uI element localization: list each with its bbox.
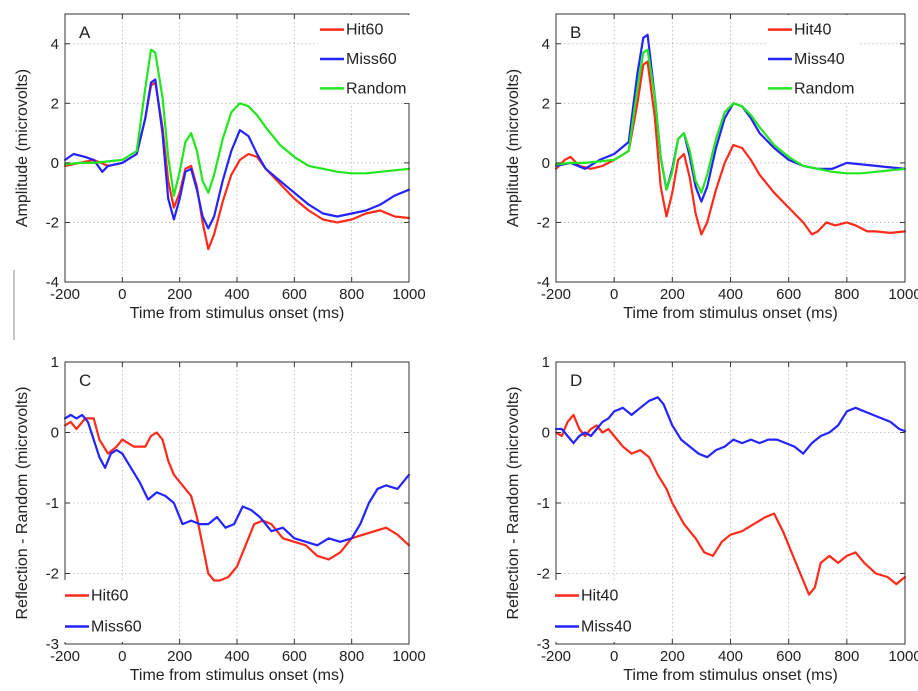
y-tick-label: -4 (46, 274, 59, 291)
y-tick-label: 0 (51, 425, 59, 442)
x-tick-label: -200 (541, 286, 571, 303)
y-tick-label: -4 (537, 274, 550, 291)
x-tick-label: 1000 (888, 286, 918, 303)
y-tick-label: -2 (46, 214, 59, 231)
x-tick-label: 400 (718, 648, 743, 665)
x-tick-label: 1000 (392, 286, 425, 303)
x-tick-label: 800 (339, 648, 364, 665)
legend: Hit60 Miss60 (63, 580, 167, 642)
x-tick-label: 0 (118, 648, 126, 665)
series-line-hit40 (554, 413, 907, 596)
x-tick-label: 600 (282, 648, 307, 665)
panel-letter: B (570, 23, 581, 42)
panel-letter: D (570, 371, 582, 390)
x-axis-label: Time from stimulus onset (ms) (130, 305, 345, 322)
x-axis-label: Time from stimulus onset (ms) (623, 667, 838, 684)
y-tick-label: 2 (542, 95, 550, 112)
y-tick-label: -1 (46, 495, 59, 512)
series-line-miss40 (554, 396, 907, 459)
y-tick-label: -2 (46, 566, 59, 583)
y-axis-label: Reflection - Random (microvolts) (505, 387, 522, 620)
panel-letter: C (79, 371, 91, 390)
x-tick-label: 600 (776, 286, 801, 303)
y-axis-label: Reflection - Random (microvolts) (14, 387, 31, 620)
panel-a: -200 0 200 400 600 800 1000 -4 -2 0 2 4 Time from st… (14, 13, 426, 322)
legend-entry: Miss40 (794, 51, 845, 68)
x-tick-label: 200 (660, 648, 685, 665)
y-tick-label: 4 (51, 36, 59, 53)
y-tick-label: -2 (537, 566, 550, 583)
x-tick-label: 800 (834, 648, 859, 665)
series-line-hit60 (63, 417, 411, 582)
x-tick-label: 0 (118, 286, 126, 303)
x-tick-label: 200 (660, 286, 685, 303)
x-tick-label: 0 (610, 648, 618, 665)
series-line-random (554, 48, 907, 194)
panel-letter: A (79, 23, 91, 42)
series-line-miss60 (63, 78, 411, 230)
legend-entry: Hit60 (346, 22, 383, 39)
series-line-miss60 (63, 413, 411, 547)
y-tick-label: 2 (51, 95, 59, 112)
y-axis-label: Amplitude (microvolts) (14, 69, 31, 227)
legend: Hit40 Miss40 (553, 580, 657, 642)
legend-entry: Random (346, 80, 406, 97)
x-tick-label: -200 (50, 286, 80, 303)
x-tick-label: 0 (610, 286, 618, 303)
legend-entry: Hit40 (581, 588, 618, 605)
legend: Hit40 Miss40 Random (766, 15, 860, 103)
y-tick-label: 0 (542, 425, 550, 442)
x-tick-label: 1000 (888, 648, 918, 665)
x-tick-label: 400 (718, 286, 743, 303)
legend-entry: Miss60 (91, 619, 142, 636)
panel-b: -200 0 200 400 600 800 1000 -4 -2 0 2 4 Time from st… (505, 13, 918, 322)
y-tick-label: -1 (537, 495, 550, 512)
y-tick-label: 0 (542, 155, 550, 172)
series-line-random (63, 48, 411, 197)
x-tick-label: 600 (282, 286, 307, 303)
x-tick-label: 1000 (392, 648, 425, 665)
y-tick-label: 0 (51, 155, 59, 172)
x-tick-label: 800 (339, 286, 364, 303)
x-axis-label: Time from stimulus onset (ms) (130, 667, 345, 684)
legend-entry: Miss60 (346, 51, 397, 68)
x-tick-label: 200 (167, 286, 192, 303)
legend: Hit60 Miss60 Random (318, 15, 412, 103)
legend-entry: Hit40 (794, 22, 831, 39)
legend-box (63, 580, 167, 642)
x-tick-label: 800 (834, 286, 859, 303)
legend-entry: Miss40 (581, 619, 632, 636)
y-tick-label: 1 (51, 354, 59, 371)
x-tick-label: -200 (50, 648, 80, 665)
y-axis-label: Amplitude (microvolts) (505, 69, 522, 227)
x-tick-label: -200 (541, 648, 571, 665)
y-tick-label: -2 (537, 214, 550, 231)
legend-entry: Random (794, 80, 854, 97)
y-tick-label: -3 (46, 636, 59, 653)
legend-entry: Hit60 (91, 588, 128, 605)
x-tick-label: 400 (224, 648, 249, 665)
x-tick-label: 600 (776, 648, 801, 665)
x-tick-label: 200 (167, 648, 192, 665)
y-tick-label: -3 (537, 636, 550, 653)
y-tick-label: 1 (542, 354, 550, 371)
legend-box (553, 580, 657, 642)
x-axis-label: Time from stimulus onset (ms) (623, 305, 838, 322)
x-tick-label: 400 (224, 286, 249, 303)
panel-d: -200 0 200 400 600 800 1000 -3 -2 -1 0 1 Time from s… (505, 354, 918, 684)
panel-c: -200 0 200 400 600 800 1000 -3 -2 -1 0 1 Time from s… (14, 354, 426, 684)
y-tick-label: 4 (542, 36, 550, 53)
